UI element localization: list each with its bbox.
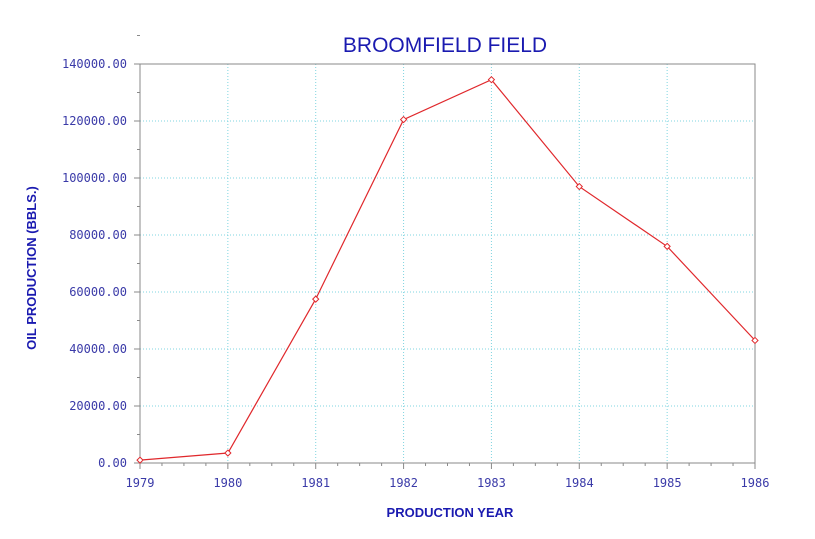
y-tick-label: 120000.00 bbox=[62, 114, 127, 128]
y-tick-label: 60000.00 bbox=[69, 285, 127, 299]
y-tick-label: 100000.00 bbox=[62, 171, 127, 185]
x-tick-label: 1984 bbox=[565, 476, 594, 490]
chart-title: BROOMFIELD FIELD bbox=[343, 34, 547, 57]
x-tick-label: 1983 bbox=[477, 476, 506, 490]
data-point-marker bbox=[663, 242, 671, 251]
data-point-marker bbox=[399, 115, 408, 124]
y-tick-label: 20000.00 bbox=[69, 399, 127, 413]
plot-area-border bbox=[139, 63, 756, 464]
y-tick-label: 40000.00 bbox=[69, 342, 127, 356]
y-tick-label: 80000.00 bbox=[69, 228, 127, 242]
x-tick-label: 1981 bbox=[301, 476, 330, 490]
x-tick-label: 1982 bbox=[389, 476, 418, 490]
x-axis: 1979 1980 1981 1982 1983 1984 1985 1986 bbox=[126, 463, 770, 490]
data-point-marker bbox=[751, 336, 759, 345]
data-point-marker bbox=[312, 295, 320, 303]
y-tick-label: 0.00 bbox=[98, 456, 127, 470]
x-tick-label: 1986 bbox=[741, 476, 770, 490]
data-point-marker bbox=[224, 449, 232, 457]
series-layer bbox=[136, 75, 759, 464]
grid-lines bbox=[140, 64, 755, 463]
y-axis-label: OIL PRODUCTION (BBLS.) bbox=[24, 186, 39, 350]
data-point-marker bbox=[136, 456, 144, 464]
x-tick-label: 1985 bbox=[653, 476, 682, 490]
x-axis-label: PRODUCTION YEAR bbox=[387, 505, 514, 520]
x-tick-label: 1979 bbox=[126, 476, 155, 490]
series-line bbox=[139, 78, 756, 461]
data-point-marker bbox=[487, 75, 496, 84]
y-tick-label: 140000.00 bbox=[62, 57, 127, 71]
y-axis: 0.00 20000.00 40000.00 60000.00 80000.00 1000… bbox=[62, 35, 140, 470]
data-point-marker bbox=[575, 182, 583, 191]
x-tick-label: 1980 bbox=[213, 476, 242, 490]
